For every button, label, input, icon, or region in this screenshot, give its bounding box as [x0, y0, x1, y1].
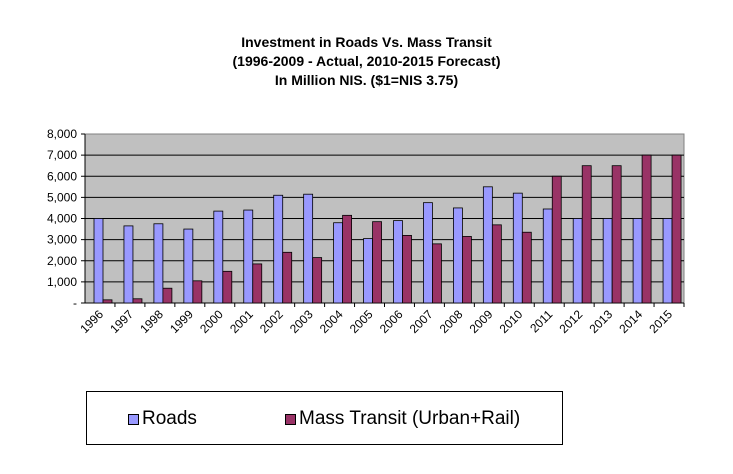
bar-mass-transit-1997 — [132, 298, 143, 304]
x-tick-label: 2000 — [197, 307, 226, 336]
legend-swatch-mass-transit — [285, 413, 296, 425]
y-tick-label: 1,000 — [47, 275, 77, 289]
x-tick-label: 2004 — [317, 307, 346, 336]
bar-roads-2001 — [243, 209, 254, 304]
bar-mass-transit-1998 — [162, 287, 173, 304]
chart-title-line-2: (1996-2009 - Actual, 2010-2015 Forecast) — [232, 53, 501, 69]
y-tick-label: - — [73, 296, 77, 310]
legend-item-mass-transit: Mass Transit (Urban+Rail) — [285, 392, 520, 446]
legend-label-mass-transit: Mass Transit (Urban+Rail) — [299, 408, 521, 429]
bar-roads-2008 — [452, 207, 463, 304]
bar-roads-2007 — [423, 202, 433, 304]
legend-label-roads: Roads — [142, 408, 197, 429]
bar-roads-2000 — [213, 210, 224, 304]
x-tick-label: 2014 — [616, 307, 645, 336]
x-tick-label: 2005 — [347, 307, 376, 336]
bar-mass-transit-2015 — [671, 154, 682, 304]
x-tick-label: 2006 — [377, 307, 406, 336]
chart-title-line-3: In Million NIS. ($1=NIS 3.75) — [274, 72, 459, 88]
x-tick-label: 2015 — [646, 307, 675, 336]
bar-mass-transit-2012 — [581, 165, 592, 304]
bar-mass-transit-2014 — [641, 154, 652, 304]
legend-swatch-roads — [128, 413, 139, 425]
bar-roads-2014 — [632, 218, 643, 304]
bar-roads-1997 — [123, 225, 134, 304]
y-tick-label: 8,000 — [47, 127, 77, 141]
bar-roads-2004 — [333, 222, 344, 304]
x-tick-label: 2010 — [497, 307, 526, 336]
bar-roads-2006 — [393, 220, 403, 304]
bar-roads-2013 — [602, 218, 613, 304]
chart-title: Investment in Roads Vs. Mass Transit (19… — [0, 33, 733, 90]
bar-mass-transit-2001 — [252, 263, 263, 304]
bar-roads-2009 — [482, 186, 493, 304]
y-tick-label: 7,000 — [47, 148, 77, 162]
bar-roads-2011 — [542, 208, 553, 304]
bar-roads-1996 — [93, 218, 104, 304]
y-tick-label: 2,000 — [47, 254, 77, 268]
x-tick-label: 1996 — [77, 307, 106, 336]
x-tick-label: 2007 — [407, 307, 436, 336]
bar-mass-transit-2000 — [222, 270, 233, 304]
chart-title-line-1: Investment in Roads Vs. Mass Transit — [241, 34, 492, 50]
x-tick-label: 2008 — [437, 307, 466, 336]
x-tick-label: 2003 — [287, 307, 316, 336]
bar-mass-transit-2006 — [402, 234, 412, 304]
bar-mass-transit-2008 — [461, 236, 472, 304]
bar-roads-2002 — [273, 194, 284, 304]
bar-roads-1998 — [153, 223, 164, 304]
legend: Roads Mass Transit (Urban+Rail) — [86, 391, 563, 445]
x-tick-label: 1999 — [167, 307, 196, 336]
bar-mass-transit-2003 — [312, 257, 323, 304]
bar-mass-transit-2011 — [551, 175, 562, 304]
x-tick-label: 1998 — [137, 307, 166, 336]
x-tick-label: 2011 — [527, 307, 555, 335]
bar-mass-transit-1996 — [102, 299, 113, 304]
x-tick-label: 1997 — [107, 307, 136, 336]
bar-chart: - 1,000 2,000 3,000 4,000 5,000 6,000 7,000 8,00… — [47, 127, 685, 336]
y-tick-label: 5,000 — [47, 190, 77, 204]
bar-roads-1999 — [183, 228, 194, 304]
x-tick-label: 2001 — [227, 307, 256, 336]
bar-mass-transit-2002 — [282, 251, 293, 304]
bar-mass-transit-2007 — [432, 243, 442, 304]
bar-mass-transit-2009 — [491, 224, 502, 304]
bar-mass-transit-2010 — [521, 231, 532, 304]
x-tick-label: 2013 — [586, 307, 615, 336]
bar-mass-transit-2013 — [611, 165, 622, 304]
bar-mass-transit-2005 — [372, 221, 382, 304]
x-tick-label: 2012 — [557, 307, 586, 336]
x-tick-label: 2002 — [257, 307, 286, 336]
bar-roads-2012 — [572, 218, 583, 304]
legend-item-roads: Roads — [128, 392, 197, 446]
x-tick-label: 2009 — [467, 307, 496, 336]
bar-roads-2015 — [662, 218, 673, 304]
bar-roads-2005 — [363, 238, 373, 304]
bar-roads-2010 — [512, 192, 523, 304]
bar-mass-transit-1999 — [192, 280, 203, 304]
y-tick-label: 3,000 — [47, 233, 77, 247]
y-tick-label: 4,000 — [47, 212, 77, 226]
bar-mass-transit-2004 — [342, 214, 353, 304]
bar-roads-2003 — [303, 193, 314, 304]
y-tick-label: 6,000 — [47, 169, 77, 183]
